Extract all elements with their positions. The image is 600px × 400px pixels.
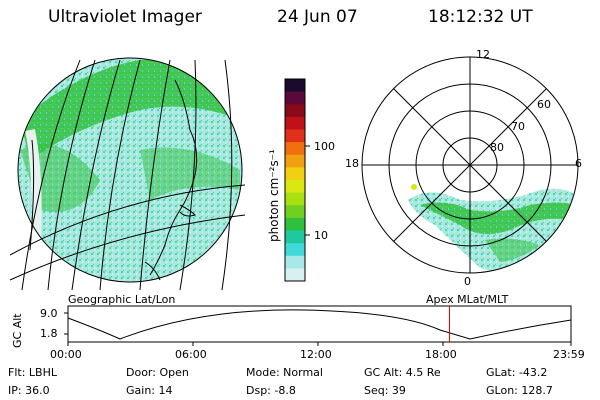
filter-status: Flt: LBHL	[8, 366, 57, 379]
lat-label-80: 80	[490, 141, 504, 154]
colorbar-band	[285, 142, 305, 156]
colorbar-band	[285, 230, 305, 244]
time-label: 18:12:32 UT	[428, 7, 533, 27]
x-tick-label: 06:00	[175, 348, 207, 361]
x-tick-marks	[67, 342, 572, 346]
lat-lon-grid	[9, 59, 246, 291]
mlt-label-18: 18	[345, 157, 359, 170]
seq-status: Seq: 39	[364, 384, 406, 397]
ip-status: IP: 36.0	[8, 384, 50, 397]
gc-alt-axis-label: GC Alt	[11, 313, 24, 348]
apex-label: Apex MLat/MLT	[426, 293, 509, 306]
colorbar-band	[285, 192, 305, 206]
colorbar-band	[285, 217, 305, 231]
colorbar-tick-100: 100	[314, 140, 335, 153]
mlt-label-12: 12	[476, 48, 490, 61]
x-tick-label: 23:59	[553, 348, 585, 361]
glon-status: GLon: 128.7	[486, 384, 553, 397]
altitude-timeline	[64, 305, 572, 346]
colorbar-band	[285, 104, 305, 118]
door-status: Door: Open	[126, 366, 189, 379]
colorbar-unit-label: photon cm⁻²s⁻¹	[267, 149, 281, 242]
date-label: 24 Jun 07	[277, 7, 358, 27]
lat-label-70: 70	[511, 120, 525, 133]
glat-status: GLat: -43.2	[486, 366, 548, 379]
lat-label-60: 60	[537, 98, 551, 111]
colorbar-band	[285, 255, 305, 269]
mode-status: Mode: Normal	[246, 366, 323, 379]
colorbar-band	[285, 79, 305, 93]
x-tick-label: 00:00	[50, 348, 82, 361]
colorbar-band	[285, 167, 305, 181]
colorbar	[284, 78, 310, 282]
colorbar-band	[285, 180, 305, 194]
dsp-status: Dsp: -8.8	[246, 384, 296, 397]
y-tick-high: 9.0	[40, 307, 58, 320]
colorbar-band	[285, 91, 305, 105]
geographic-image	[17, 57, 243, 283]
colorbar-band	[285, 154, 305, 168]
colorbar-tick-10: 10	[314, 229, 328, 242]
colorbar-band	[285, 243, 305, 257]
gc-alt-status: GC Alt: 4.5 Re	[364, 366, 441, 379]
x-tick-label: 18:00	[425, 348, 457, 361]
mlt-label-6: 6	[575, 157, 582, 170]
mlt-label-0: 0	[464, 275, 471, 288]
app-title: Ultraviolet Imager	[48, 7, 202, 27]
y-tick-low: 1.8	[40, 327, 58, 340]
x-tick-label: 12:00	[300, 348, 332, 361]
polar-plot	[361, 56, 579, 274]
colorbar-band	[285, 268, 305, 282]
colorbar-band	[285, 205, 305, 219]
colorbar-band	[285, 129, 305, 143]
gain-status: Gain: 14	[126, 384, 173, 397]
geographic-label: Geographic Lat/Lon	[68, 293, 176, 306]
colorbar-band	[285, 116, 305, 130]
colorbar-gradient	[285, 79, 305, 282]
